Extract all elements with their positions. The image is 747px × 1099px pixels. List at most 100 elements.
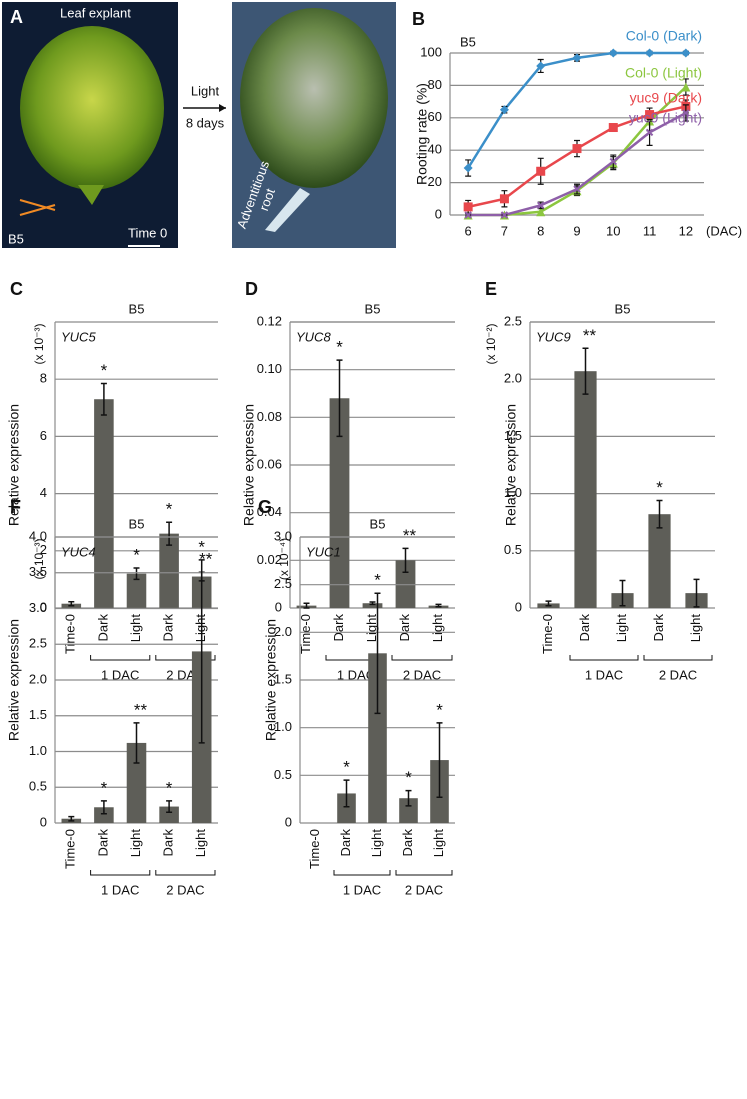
panel-label: D <box>245 279 258 299</box>
marker <box>464 211 472 219</box>
chart-title: B5 <box>365 301 381 316</box>
bar <box>368 653 387 823</box>
legend-label: yuc9 (Light) <box>629 110 702 126</box>
bar <box>337 793 356 823</box>
panel-label: G <box>258 497 272 517</box>
x-tick-label: Dark <box>397 614 412 642</box>
y-tick-label: 0 <box>515 599 522 614</box>
group-bracket <box>90 655 151 661</box>
group-label: 1 DAC <box>343 882 381 897</box>
y-tick-label: 0 <box>285 814 292 829</box>
y-tick-label: 0.10 <box>257 361 282 376</box>
significance: ** <box>134 700 148 719</box>
scale-label: Time 0 <box>128 225 167 240</box>
marker <box>572 53 582 63</box>
arrow-label: 8 days <box>186 115 225 130</box>
x-tick-label: 8 <box>537 223 544 238</box>
legend-label: Col-0 (Dark) <box>626 28 702 44</box>
y-tick-label: 2.0 <box>29 671 47 686</box>
x-tick-label: Dark <box>577 614 592 642</box>
significance: * <box>405 768 412 787</box>
group-label: 1 DAC <box>585 667 623 682</box>
error-bar <box>693 578 700 608</box>
group-bracket <box>569 655 639 661</box>
y-axis-label: Relative expression <box>241 404 257 526</box>
x-tick-label: 11 <box>643 223 657 238</box>
group-bracket <box>155 655 216 661</box>
x-tick-label: 9 <box>573 223 580 238</box>
y-tick-label: 0 <box>40 814 47 829</box>
group-label: 1 DAC <box>101 882 139 897</box>
y-axis-label: Relative expression <box>6 619 22 741</box>
y-tick-label: 20 <box>428 174 442 189</box>
error-bar <box>405 789 412 807</box>
bar <box>94 399 114 608</box>
error-bar <box>303 602 310 609</box>
y-tick-label: 6 <box>40 428 47 443</box>
x-axis-label: (DAC) <box>706 223 742 238</box>
y-tick-label: 100 <box>420 44 442 59</box>
error-bar <box>100 800 107 815</box>
error-bar <box>582 347 589 395</box>
error-bar <box>374 592 381 715</box>
significance: ** <box>403 526 417 545</box>
x-tick-label: Light <box>193 614 208 643</box>
chart-title: B5 <box>129 516 145 531</box>
error-bar <box>100 382 107 416</box>
marker <box>500 211 509 219</box>
group-label: 2 DAC <box>166 882 204 897</box>
y-tick-label: 0.04 <box>257 504 282 519</box>
subtitle: B5 <box>460 34 476 49</box>
marker <box>572 144 582 154</box>
marker <box>463 202 473 212</box>
group-bracket <box>90 870 151 876</box>
y-tick-label: 2.0 <box>274 624 292 639</box>
marker <box>499 105 509 115</box>
y-tick-label: 1.0 <box>29 743 47 758</box>
marker <box>608 48 618 58</box>
group-bracket <box>155 870 216 876</box>
group-label: 2 DAC <box>403 667 441 682</box>
x-tick-label: Dark <box>400 829 415 857</box>
y-tick-label: 0 <box>40 599 47 614</box>
y-tick-label: 0.5 <box>29 779 47 794</box>
y-tick-label: 40 <box>428 142 442 157</box>
error-bar <box>436 722 443 799</box>
error-bar <box>656 499 663 529</box>
marker <box>536 166 546 176</box>
error-bar <box>402 547 409 573</box>
y-tick-label: 1.0 <box>504 485 522 500</box>
x-tick-label: Dark <box>338 829 353 857</box>
y-tick-label: 3.5 <box>29 564 47 579</box>
x-tick-label: Dark <box>161 829 176 857</box>
x-tick-label: Dark <box>95 614 110 642</box>
y-tick-label: 60 <box>428 109 442 124</box>
marker <box>537 201 545 209</box>
panel-label: B <box>412 9 425 29</box>
marker <box>645 110 655 120</box>
significance: * <box>166 500 173 519</box>
x-tick-label: Time-0 <box>63 614 78 654</box>
marker <box>463 163 473 173</box>
chart-title: B5 <box>370 516 386 531</box>
significance: * <box>336 338 343 357</box>
x-tick-label: Light <box>128 614 143 643</box>
group-label: 2 DAC <box>659 667 697 682</box>
chart-title: B5 <box>129 301 145 316</box>
y-tick-label: 4 <box>40 485 47 500</box>
x-tick-label: Light <box>430 614 445 643</box>
y-axis-label: Rooting rate (%) <box>414 83 430 185</box>
legend-label: Col-0 (Light) <box>625 65 702 81</box>
bar <box>362 603 383 608</box>
y-tick-label: 0.06 <box>257 456 282 471</box>
y-tick-label: 4.0 <box>29 528 47 543</box>
group-label: 1 DAC <box>101 667 139 682</box>
error-bar <box>133 567 140 581</box>
significance: * <box>343 758 350 777</box>
x-tick-label: Time-0 <box>540 614 555 654</box>
x-tick-label: Light <box>128 829 143 858</box>
gene-label: YUC5 <box>61 329 96 344</box>
bar <box>94 807 114 823</box>
group-bracket <box>333 870 391 876</box>
